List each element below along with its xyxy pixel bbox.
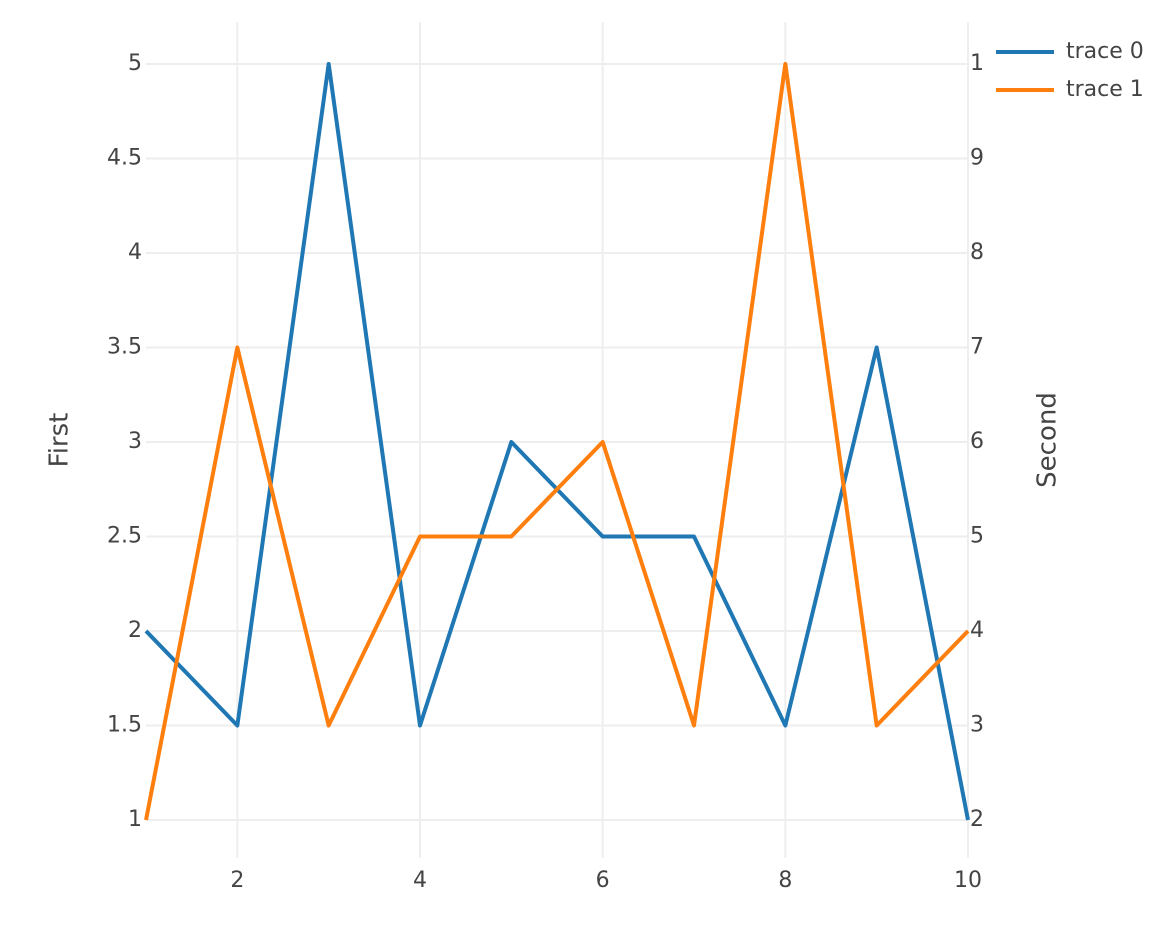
y2-tick-label: 7 [970,334,984,359]
x-tick-label: 2 [230,868,244,893]
x-tick-label: 4 [413,868,427,893]
y2-axis-title: Second [1033,392,1063,488]
y2-tick-label: 2 [970,807,984,832]
y-tick-label: 2.5 [107,523,142,548]
y2-tick-label: 1 [970,51,984,76]
y2-tick-label: 9 [970,145,984,170]
y-tick-label: 3.5 [107,334,142,359]
y2-tick-label: 6 [970,429,984,454]
y-tick-label: 2 [128,618,142,643]
legend-label: trace 1 [1066,77,1144,102]
x-tick-label: 8 [778,868,792,893]
y-tick-label: 4 [128,240,142,265]
x-tick-label: 10 [954,868,982,893]
legend-label: trace 0 [1066,39,1144,64]
y-tick-label: 3 [128,429,142,454]
y2-tick-label: 5 [970,523,984,548]
line [144,61,970,821]
y-tick-label: 1.5 [107,713,142,738]
y-tick-label: 4.5 [107,145,142,170]
y-tick-label: 5 [128,51,142,76]
y2-tick-label: 3 [970,713,984,738]
y-axis-title: First [45,413,75,468]
y-tick-label: 1 [128,807,142,832]
y2-tick-label: 4 [970,618,984,643]
y2-tick-label: 8 [970,240,984,265]
x-tick-label: 6 [596,868,610,893]
